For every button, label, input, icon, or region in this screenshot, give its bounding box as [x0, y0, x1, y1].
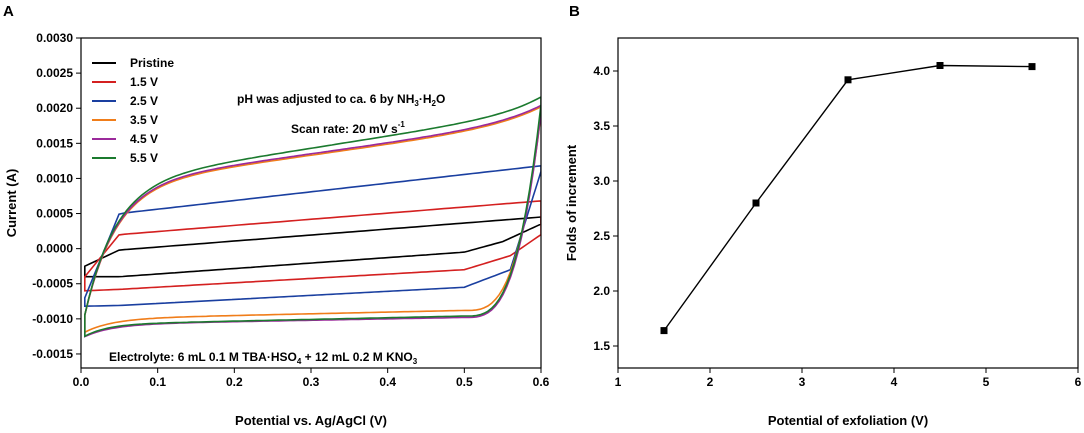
panel-b-label: B [569, 3, 580, 20]
folds-data-point [936, 62, 944, 69]
panel-b-y-tick-label: 2.0 [593, 284, 610, 298]
panel-a-y-tick-label: -0.0005 [32, 277, 73, 291]
folds-line [663, 64, 1033, 332]
ph-annotation: pH was adjusted to ca. 6 by NH3·H2O [237, 92, 445, 108]
electrolyte-annotation: Electrolyte: 6 mL 0.1 M TBA·HSO4 + 12 mL… [109, 350, 418, 366]
panel-a-y-tick-label: 0.0005 [36, 207, 73, 221]
panel-b-x-tick-label: 2 [707, 375, 714, 389]
panel-a-x-tick-label: 0.2 [226, 375, 243, 389]
panel-b-y-tick-label: 2.5 [593, 229, 610, 243]
legend-entry: 4.5 V [130, 132, 158, 146]
scan-rate-annotation: Scan rate: 20 mV s-1 [291, 120, 405, 136]
panel-a-legend: Pristine 1.5 V 2.5 V 3.5 V 4.5 V 5.5 V [92, 56, 174, 165]
panel-b-y-tick-label: 1.5 [593, 339, 610, 353]
panel-a-y-tick-label: 0.0000 [36, 242, 73, 256]
folds-data-point [752, 199, 760, 207]
panel-b: B 1 2 3 4 5 6 1.5 2.0 2.5 3.0 3.5 4.0 Potential of … [564, 3, 1082, 428]
panel-a-x-tick-label: 0.6 [533, 375, 550, 389]
panel-b-x-tick-label: 4 [891, 375, 898, 389]
panel-b-series [660, 62, 1036, 335]
legend-entry: 5.5 V [130, 151, 158, 165]
panel-b-ticks: 1 2 3 4 5 6 1.5 2.0 2.5 3.0 3.5 4.0 [593, 64, 1081, 389]
panel-a-x-tick-label: 0.1 [149, 375, 166, 389]
panel-a-x-tick-label: 0.0 [73, 375, 90, 389]
panel-a: A 0.0 0.1 0.2 0.3 0.4 0.5 0.6 -0.0015 -0.0010 -0.… [3, 3, 550, 428]
panel-b-y-axis-title: Folds of increment [564, 144, 579, 261]
legend-entry: 2.5 V [130, 94, 158, 108]
folds-data-point [844, 76, 852, 84]
panel-a-y-tick-label: 0.0010 [36, 171, 73, 185]
panel-a-y-tick-label: 0.0030 [36, 31, 73, 45]
panel-a-y-axis-title: Current (A) [4, 169, 19, 238]
folds-data-point [660, 327, 668, 335]
legend-entry: 3.5 V [130, 113, 158, 127]
folds-data-point [1028, 63, 1036, 71]
panel-b-y-tick-label: 3.5 [593, 119, 610, 133]
panel-a-y-tick-label: -0.0010 [32, 312, 73, 326]
panel-b-x-axis-title: Potential of exfoliation (V) [768, 413, 928, 428]
panel-a-x-tick-label: 0.5 [456, 375, 473, 389]
cv-curve-3-5-v [84, 105, 541, 334]
panel-a-y-tick-label: 0.0020 [36, 101, 73, 115]
cv-curve-pristine [84, 216, 541, 278]
panel-b-x-tick-label: 5 [983, 375, 990, 389]
panel-a-x-tick-label: 0.3 [303, 375, 320, 389]
panel-a-x-tick-label: 0.4 [379, 375, 396, 389]
cv-curve-2-5-v [84, 164, 541, 308]
legend-entry: Pristine [130, 56, 174, 70]
legend-entry: 1.5 V [130, 75, 158, 89]
panel-a-label: A [3, 3, 14, 20]
panel-a-ticks: 0.0 0.1 0.2 0.3 0.4 0.5 0.6 -0.0015 -0.0010 -0.00… [32, 31, 549, 389]
panel-a-x-axis-title: Potential vs. Ag/AgCl (V) [235, 413, 387, 428]
panel-a-y-tick-label: -0.0015 [32, 347, 73, 361]
cv-curve-1-5-v [84, 200, 541, 292]
cv-curve-5-5-v [84, 96, 541, 338]
panel-a-series [84, 96, 541, 338]
panel-b-y-tick-label: 4.0 [593, 64, 610, 78]
panel-b-x-tick-label: 6 [1075, 375, 1082, 389]
panel-a-y-tick-label: 0.0025 [36, 66, 73, 80]
panel-b-y-tick-label: 3.0 [593, 174, 610, 188]
panel-b-x-tick-label: 1 [615, 375, 622, 389]
panel-b-frame [617, 37, 1079, 369]
panel-a-y-tick-label: 0.0015 [36, 136, 73, 150]
panel-b-x-tick-label: 3 [799, 375, 806, 389]
